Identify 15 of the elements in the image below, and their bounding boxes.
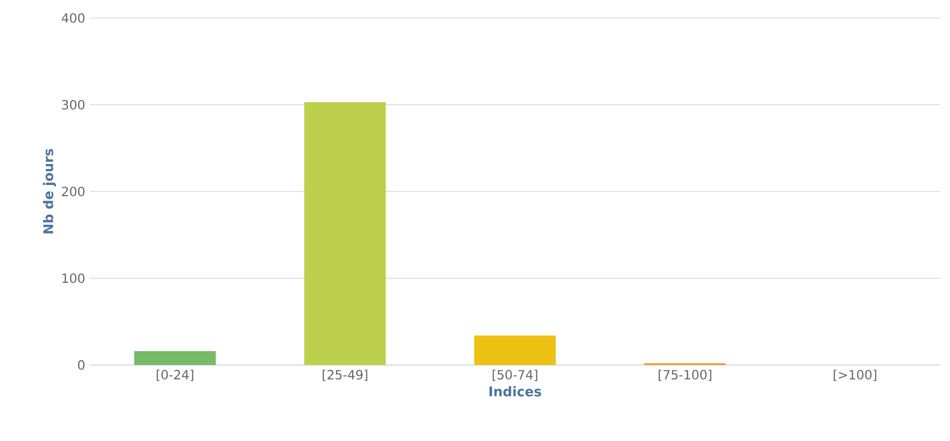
x-tick-label: [>100] [834,370,876,381]
y-tick-label: 100 [62,273,84,284]
x-axis-title: Indices [490,386,542,396]
y-tick-label: 400 [62,13,84,23]
y-tick-label: 200 [62,186,84,196]
x-tick-label: [50-74] [492,370,538,381]
x-tick-label: [75-100] [658,370,712,381]
bar [134,351,216,365]
x-tick-label: [25-49] [322,370,368,381]
y-tick-label: 0 [78,360,84,370]
bar [304,102,386,365]
y-tick-label: 300 [62,100,84,110]
bar [474,335,556,365]
y-axis-title: Nb de jours [42,148,56,234]
x-tick-label: [0-24] [156,370,194,381]
